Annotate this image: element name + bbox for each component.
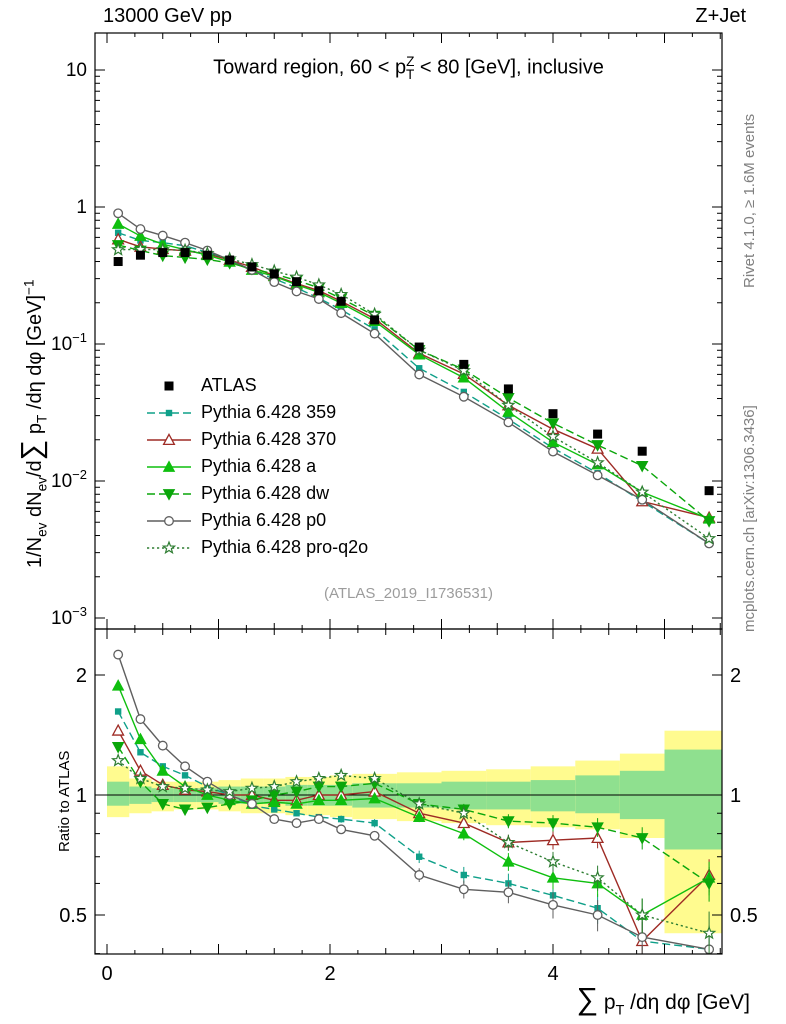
legend-label: Pythia 6.428 370: [201, 429, 337, 449]
legend-label: ATLAS: [201, 375, 257, 395]
analysis-id-watermark: (ATLAS_2019_I1736531): [323, 585, 493, 602]
series-ratio-0: [114, 708, 713, 954]
legend-item-1: Pythia 6.428 359: [146, 399, 368, 426]
svg-text:1: 1: [730, 785, 741, 807]
series-ratio-5: [110, 752, 717, 954]
legend-label: Pythia 6.428 p0: [201, 510, 327, 530]
mcplots-reference-label: mcplots.cern.ch [arXiv:1306.3436]: [741, 405, 758, 632]
legend-marker-3: [147, 459, 191, 472]
beam-energy-label: 13000 GeV pp: [103, 5, 232, 27]
svg-text:10−3: 10−3: [51, 604, 87, 629]
legend-label: Pythia 6.428 dw: [201, 483, 330, 503]
legend-item-6: Pythia 6.428 pro-q2o: [146, 534, 368, 561]
svg-text:2: 2: [324, 963, 335, 985]
svg-text:4: 4: [547, 963, 558, 985]
process-label: Z+Jet: [695, 5, 746, 27]
svg-text:2: 2: [730, 665, 741, 687]
svg-text:1: 1: [76, 197, 87, 218]
legend-item-3: Pythia 6.428 a: [146, 453, 368, 480]
svg-text:10−2: 10−2: [51, 467, 87, 492]
legend-marker-4: [147, 488, 191, 501]
svg-text:0.5: 0.5: [59, 905, 87, 927]
svg-text:2: 2: [76, 665, 87, 687]
legend: ATLAS Pythia 6.428 359 Pythia 6.428 370 Pyt…: [146, 372, 368, 561]
svg-text:1: 1: [76, 785, 87, 807]
legend-label: Pythia 6.428 a: [201, 456, 317, 476]
svg-text:10−1: 10−1: [51, 330, 87, 355]
ratio-y-axis-label: Ratio to ATLAS: [56, 750, 73, 852]
rivet-version-label: Rivet 4.1.0, ≥ 1.6M events: [741, 113, 758, 288]
x-axis-label: ∑ pT /dη dφ [GeV]: [576, 982, 750, 1019]
legend-item-4: Pythia 6.428 dw: [146, 480, 368, 507]
legend-marker-1: [147, 409, 191, 416]
legend-label: Pythia 6.428 pro-q2o: [201, 537, 369, 557]
y-axis-label: 1/Nev dNev/d∑ pT /dη dφ [GeV]−1: [16, 279, 50, 568]
legend-item-2: Pythia 6.428 370: [146, 426, 368, 453]
svg-text:0: 0: [101, 963, 112, 985]
legend-label: Pythia 6.428 359: [201, 402, 337, 422]
legend-marker-0: [164, 381, 174, 390]
svg-text:0.5: 0.5: [730, 905, 758, 927]
legend-marker-2: [147, 432, 191, 445]
svg-text:10: 10: [66, 60, 87, 81]
series-atlas: [113, 248, 714, 496]
uncertainty-bands: [107, 730, 722, 934]
series-ratio-4: [113, 649, 715, 954]
legend-item-0: ATLAS: [146, 372, 368, 399]
legend-item-5: Pythia 6.428 p0: [146, 507, 368, 534]
legend-marker-6: [147, 539, 191, 554]
plot-title: Toward region, 60 < pZT < 80 [GeV], incl…: [213, 54, 604, 82]
legend-marker-5: [147, 515, 191, 526]
